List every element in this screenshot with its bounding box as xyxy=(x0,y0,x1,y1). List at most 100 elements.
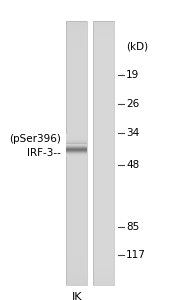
Bar xyxy=(93,84,114,86)
Bar xyxy=(66,59,87,61)
Bar xyxy=(93,22,114,24)
Bar xyxy=(93,226,114,227)
Bar xyxy=(93,272,114,273)
Bar xyxy=(93,200,114,202)
Bar xyxy=(93,61,114,62)
Bar xyxy=(93,34,114,35)
Bar xyxy=(93,127,114,128)
Bar xyxy=(66,115,87,116)
Bar xyxy=(66,38,87,40)
Bar xyxy=(93,115,114,116)
Bar xyxy=(93,207,114,208)
Bar xyxy=(66,116,87,117)
Bar xyxy=(66,232,87,233)
Bar xyxy=(93,57,114,58)
Bar xyxy=(66,99,87,100)
Bar xyxy=(66,32,87,33)
Bar xyxy=(93,179,114,181)
Bar xyxy=(93,247,114,248)
Bar xyxy=(66,103,87,104)
Bar xyxy=(66,187,87,189)
Bar xyxy=(93,273,114,274)
Bar xyxy=(66,71,87,73)
Bar xyxy=(66,226,87,227)
Bar xyxy=(66,156,87,157)
Bar xyxy=(93,47,114,49)
Bar xyxy=(66,123,87,124)
Bar xyxy=(93,284,114,285)
Bar xyxy=(93,45,114,46)
Text: (kD): (kD) xyxy=(126,41,148,51)
Bar xyxy=(93,87,114,88)
Bar xyxy=(93,266,114,268)
Bar xyxy=(93,191,114,193)
Bar xyxy=(93,100,114,101)
Text: 34: 34 xyxy=(126,128,139,138)
Bar xyxy=(66,30,87,31)
Text: 19: 19 xyxy=(126,70,139,80)
Bar xyxy=(66,272,87,273)
Bar xyxy=(93,173,114,174)
Bar xyxy=(93,172,114,173)
Bar xyxy=(93,190,114,191)
Bar xyxy=(93,124,114,125)
Bar xyxy=(93,40,114,41)
Bar xyxy=(66,55,87,57)
Bar xyxy=(93,144,114,145)
Bar xyxy=(93,139,114,140)
Bar xyxy=(93,281,114,282)
Bar xyxy=(66,98,87,99)
Bar xyxy=(66,127,87,128)
Bar xyxy=(66,145,87,146)
Bar xyxy=(66,144,87,145)
Bar xyxy=(93,24,114,25)
Bar xyxy=(93,116,114,117)
Bar xyxy=(93,178,114,179)
Bar xyxy=(66,271,87,272)
Bar xyxy=(93,75,114,76)
Bar xyxy=(93,252,114,253)
Bar xyxy=(93,49,114,50)
Bar xyxy=(93,55,114,57)
Bar xyxy=(66,231,87,232)
Bar xyxy=(66,158,87,160)
Bar xyxy=(66,265,87,266)
Bar xyxy=(93,183,114,185)
Bar xyxy=(66,76,87,78)
Bar xyxy=(66,134,87,136)
Bar xyxy=(66,194,87,195)
Bar xyxy=(66,120,87,121)
Bar xyxy=(93,280,114,281)
Bar xyxy=(93,73,114,74)
Bar xyxy=(66,157,87,158)
Bar xyxy=(66,25,87,26)
Bar xyxy=(93,256,114,257)
Bar xyxy=(66,75,87,76)
Bar xyxy=(93,92,114,94)
Bar xyxy=(93,202,114,203)
Bar xyxy=(66,282,87,284)
Bar xyxy=(93,101,114,103)
Bar xyxy=(93,46,114,47)
Bar xyxy=(66,198,87,199)
Bar xyxy=(93,123,114,124)
Bar xyxy=(66,67,87,68)
Bar xyxy=(93,276,114,277)
Bar xyxy=(66,227,87,228)
Bar xyxy=(66,141,87,142)
Bar xyxy=(93,148,114,149)
Bar xyxy=(93,67,114,68)
Bar xyxy=(66,51,87,53)
Bar xyxy=(66,257,87,259)
Bar xyxy=(66,240,87,242)
Bar xyxy=(93,161,114,162)
Bar xyxy=(93,194,114,195)
Bar xyxy=(93,271,114,272)
Bar xyxy=(93,68,114,70)
Bar xyxy=(93,156,114,157)
Bar xyxy=(66,199,87,200)
Bar xyxy=(93,199,114,200)
Bar xyxy=(66,182,87,183)
Text: 85: 85 xyxy=(126,222,139,232)
Bar xyxy=(93,80,114,82)
